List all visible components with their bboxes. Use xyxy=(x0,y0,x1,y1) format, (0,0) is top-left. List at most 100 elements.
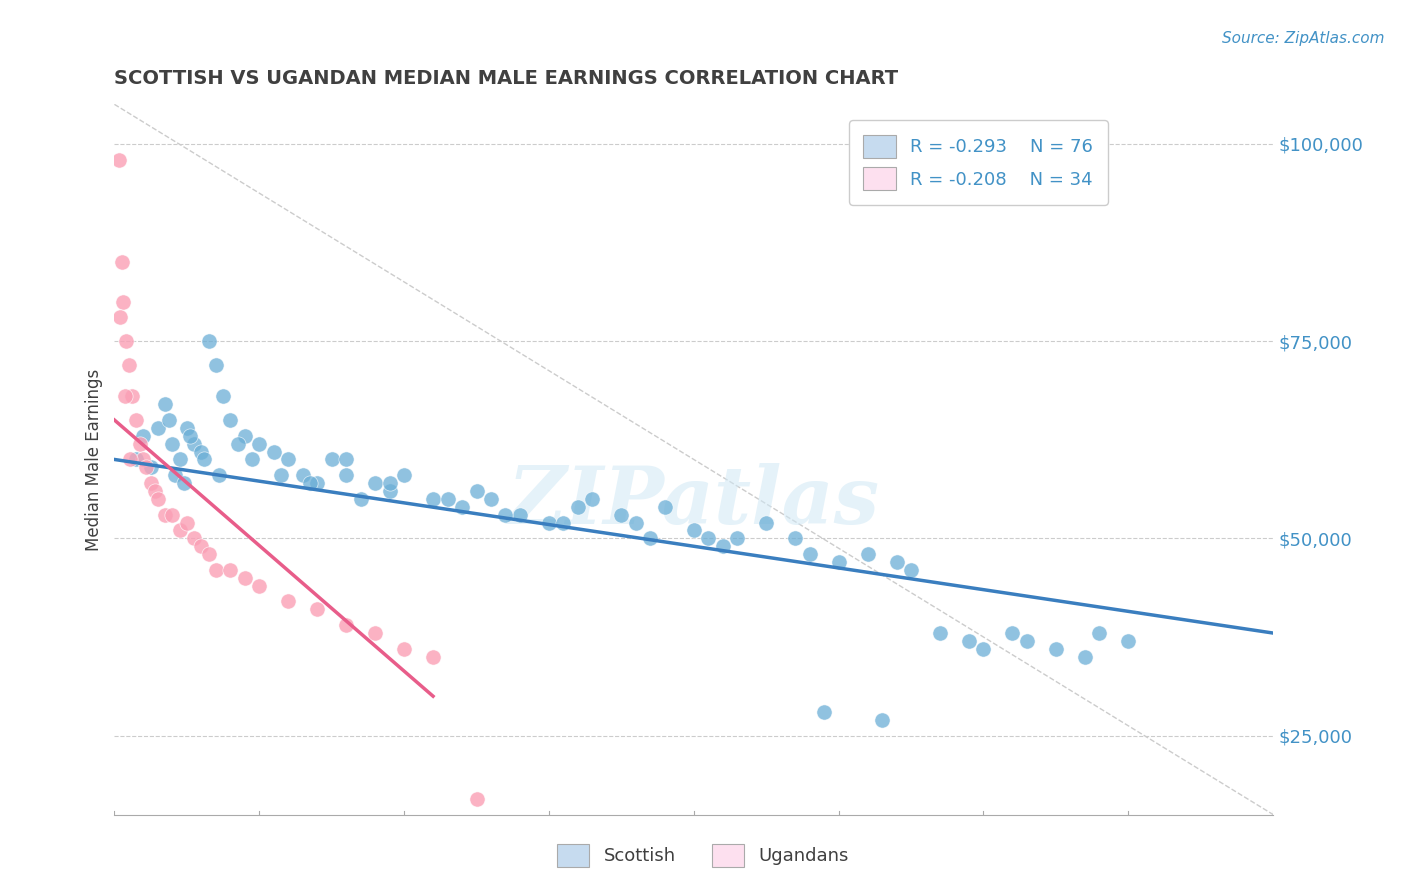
Point xyxy=(208,468,231,483)
Point xyxy=(465,791,488,805)
Y-axis label: Median Male Earnings: Median Male Earnings xyxy=(86,368,103,550)
Point xyxy=(1045,641,1067,656)
Point xyxy=(121,389,143,403)
Point xyxy=(537,516,560,530)
Point xyxy=(553,516,575,530)
Point xyxy=(226,436,249,450)
Point xyxy=(159,413,181,427)
Point xyxy=(725,532,748,546)
Point xyxy=(263,444,285,458)
Point xyxy=(755,516,778,530)
Legend: Scottish, Ugandans: Scottish, Ugandans xyxy=(550,837,856,874)
Point xyxy=(465,483,488,498)
Point xyxy=(495,508,517,522)
Point xyxy=(335,468,357,483)
Point xyxy=(378,483,401,498)
Point xyxy=(219,563,242,577)
Point xyxy=(479,491,502,506)
Point xyxy=(610,508,633,522)
Point xyxy=(233,429,256,443)
Point xyxy=(183,436,205,450)
Point xyxy=(153,508,176,522)
Point xyxy=(233,571,256,585)
Point xyxy=(162,436,184,450)
Point xyxy=(176,421,198,435)
Point xyxy=(813,705,835,719)
Point xyxy=(120,452,142,467)
Point xyxy=(111,255,134,269)
Point xyxy=(247,579,270,593)
Point xyxy=(176,516,198,530)
Point xyxy=(162,508,184,522)
Point xyxy=(392,641,415,656)
Point xyxy=(139,476,162,491)
Point xyxy=(118,358,141,372)
Point xyxy=(321,452,343,467)
Point xyxy=(190,539,212,553)
Point xyxy=(567,500,589,514)
Point xyxy=(335,618,357,632)
Point xyxy=(307,476,329,491)
Point xyxy=(856,547,879,561)
Point xyxy=(364,626,387,640)
Point xyxy=(129,436,152,450)
Point xyxy=(957,634,980,648)
Point xyxy=(125,452,148,467)
Point xyxy=(298,476,321,491)
Point xyxy=(204,563,226,577)
Point xyxy=(335,452,357,467)
Point xyxy=(183,532,205,546)
Point xyxy=(193,452,215,467)
Point xyxy=(173,476,195,491)
Point xyxy=(870,713,893,727)
Point xyxy=(972,641,994,656)
Point xyxy=(125,413,148,427)
Point xyxy=(240,452,263,467)
Point xyxy=(581,491,603,506)
Point xyxy=(139,460,162,475)
Point xyxy=(197,547,219,561)
Point xyxy=(165,468,187,483)
Point xyxy=(1116,634,1139,648)
Point xyxy=(169,524,191,538)
Point xyxy=(624,516,647,530)
Point xyxy=(900,563,922,577)
Point xyxy=(436,491,458,506)
Point xyxy=(307,602,329,616)
Point xyxy=(270,468,292,483)
Point xyxy=(1001,626,1024,640)
Point xyxy=(1074,649,1097,664)
Point xyxy=(135,460,157,475)
Point xyxy=(422,649,444,664)
Point xyxy=(1088,626,1111,640)
Point xyxy=(108,310,131,325)
Point xyxy=(1015,634,1038,648)
Point xyxy=(179,429,201,443)
Point xyxy=(169,452,191,467)
Point xyxy=(197,334,219,348)
Point xyxy=(291,468,314,483)
Point xyxy=(277,594,299,608)
Point xyxy=(190,444,212,458)
Point xyxy=(785,532,807,546)
Text: ZIPatlas: ZIPatlas xyxy=(508,463,880,541)
Point xyxy=(682,524,704,538)
Point xyxy=(799,547,821,561)
Legend: R = -0.293    N = 76, R = -0.208    N = 34: R = -0.293 N = 76, R = -0.208 N = 34 xyxy=(849,120,1108,205)
Point xyxy=(132,452,155,467)
Point xyxy=(247,436,270,450)
Point xyxy=(112,294,135,309)
Point xyxy=(364,476,387,491)
Point xyxy=(711,539,734,553)
Point xyxy=(640,532,662,546)
Point xyxy=(886,555,908,569)
Point xyxy=(451,500,474,514)
Point xyxy=(146,491,169,506)
Point xyxy=(929,626,952,640)
Point xyxy=(392,468,415,483)
Point xyxy=(107,153,129,167)
Point xyxy=(114,389,136,403)
Point xyxy=(212,389,235,403)
Point xyxy=(146,421,169,435)
Point xyxy=(219,413,242,427)
